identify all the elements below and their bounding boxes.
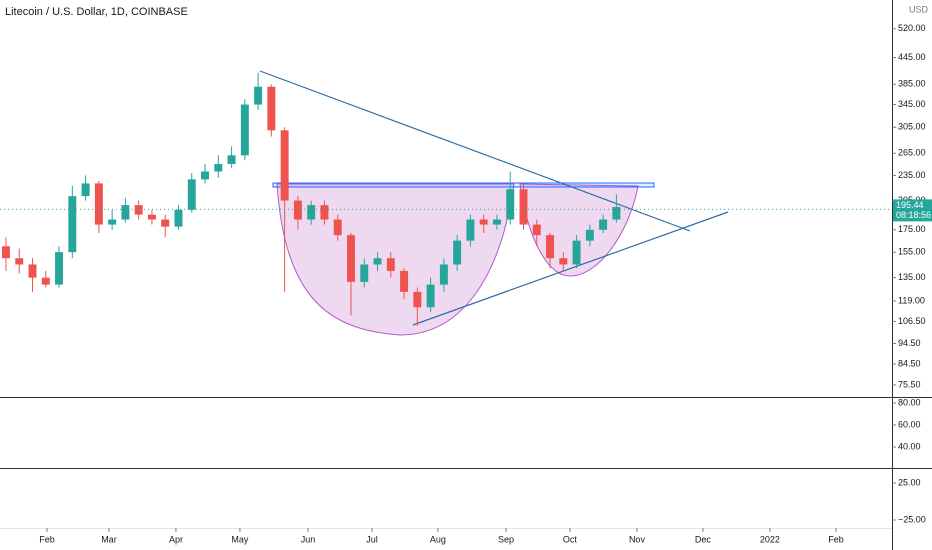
y-tick-label: 84.50: [898, 358, 921, 368]
x-tick-label: Nov: [629, 534, 646, 544]
candle-body: [28, 264, 37, 278]
candles: [1, 72, 621, 326]
x-tick-label: Dec: [695, 534, 712, 544]
price-label-box: [893, 199, 932, 222]
candle-body: [1, 246, 10, 259]
x-tick-label: Oct: [563, 534, 578, 544]
candle-body: [347, 235, 355, 282]
current-price: 195.44: [896, 200, 924, 210]
candle-body: [386, 258, 395, 271]
x-tick-label: Sep: [498, 534, 514, 544]
x-tick-label: Aug: [430, 534, 446, 544]
candle-body: [453, 240, 462, 265]
candle-body: [307, 205, 316, 220]
y-tick-label: 25.00: [898, 477, 921, 487]
candle-body: [559, 258, 568, 265]
y-tick-label: 265.00: [898, 148, 926, 158]
candle-body: [267, 86, 276, 131]
y-tick-label: 385.00: [898, 79, 926, 89]
drawings: [259, 70, 729, 336]
y-tick-label: −25.00: [898, 514, 926, 524]
trend-line: [412, 211, 729, 326]
candle-body: [293, 200, 302, 220]
candle-body: [612, 206, 621, 220]
candle-body: [413, 291, 422, 308]
candle-body: [519, 189, 528, 225]
y-tick-label: 345.00: [898, 99, 926, 109]
candle-body: [94, 183, 103, 225]
y-tick-label: 94.50: [898, 338, 921, 348]
y-tick-label: 60.00: [898, 419, 921, 429]
candle-body: [187, 179, 196, 210]
x-tick-label: Mar: [101, 534, 117, 544]
countdown: 08:18:56: [896, 210, 931, 220]
y-tick-label: 40.00: [898, 441, 921, 451]
candle-body: [426, 284, 435, 308]
x-tick-label: Jun: [301, 534, 316, 544]
y-tick-label: 445.00: [898, 52, 926, 62]
y-tick-label: 305.00: [898, 122, 926, 132]
candle-body: [201, 171, 210, 180]
y-tick-label: 80.00: [898, 397, 921, 407]
candle-body: [55, 252, 64, 285]
candle-body: [108, 219, 117, 225]
candle-body: [466, 219, 475, 241]
candle-body: [121, 205, 130, 220]
y-tick-label: 106.50: [898, 316, 926, 326]
candle-body: [254, 86, 263, 105]
y-tick-label: 520.00: [898, 23, 926, 33]
x-tick-label: Feb: [39, 534, 55, 544]
x-tick-label: May: [231, 534, 249, 544]
candle-body: [81, 183, 90, 197]
y-tick-label: 75.50: [898, 379, 921, 389]
candle-body: [373, 258, 382, 265]
trend-line: [259, 70, 691, 232]
candle-body: [439, 264, 448, 285]
candle-body: [280, 130, 289, 201]
candle-body: [532, 224, 541, 236]
candle-body: [546, 235, 555, 259]
candle-body: [320, 205, 329, 220]
price-unit: USD: [909, 4, 929, 14]
candle-body: [240, 104, 249, 156]
x-tick-label: Jul: [366, 534, 378, 544]
candle-body: [572, 240, 581, 265]
resistance-zone: [272, 182, 655, 188]
candle-body: [360, 264, 369, 282]
y-tick-label: 235.00: [898, 170, 926, 180]
candle-body: [400, 270, 409, 292]
candle-body: [41, 277, 50, 285]
x-tick-label: 2022: [760, 534, 780, 544]
candle-body: [68, 196, 77, 253]
chart-title: Litecoin / U.S. Dollar, 1D, COINBASE: [5, 6, 188, 18]
candle-body: [492, 219, 501, 225]
candle-body: [585, 229, 594, 241]
y-tick-label: 135.00: [898, 272, 926, 282]
candle-body: [214, 163, 223, 172]
candle-body: [479, 219, 488, 225]
candle-body: [599, 219, 608, 230]
candle-body: [161, 219, 170, 227]
y-tick-label: 119.00: [898, 295, 925, 305]
candle-body: [333, 219, 342, 236]
candle-body: [506, 189, 515, 220]
x-tick-label: Apr: [169, 534, 183, 544]
candle-body: [174, 209, 183, 227]
candle-body: [227, 155, 236, 164]
y-tick-label: 155.00: [898, 247, 926, 257]
y-tick-label: 175.00: [898, 224, 926, 234]
x-tick-label: Feb: [828, 534, 844, 544]
candle-body: [147, 214, 156, 220]
candle-body: [15, 258, 24, 265]
candle-body: [134, 205, 143, 215]
